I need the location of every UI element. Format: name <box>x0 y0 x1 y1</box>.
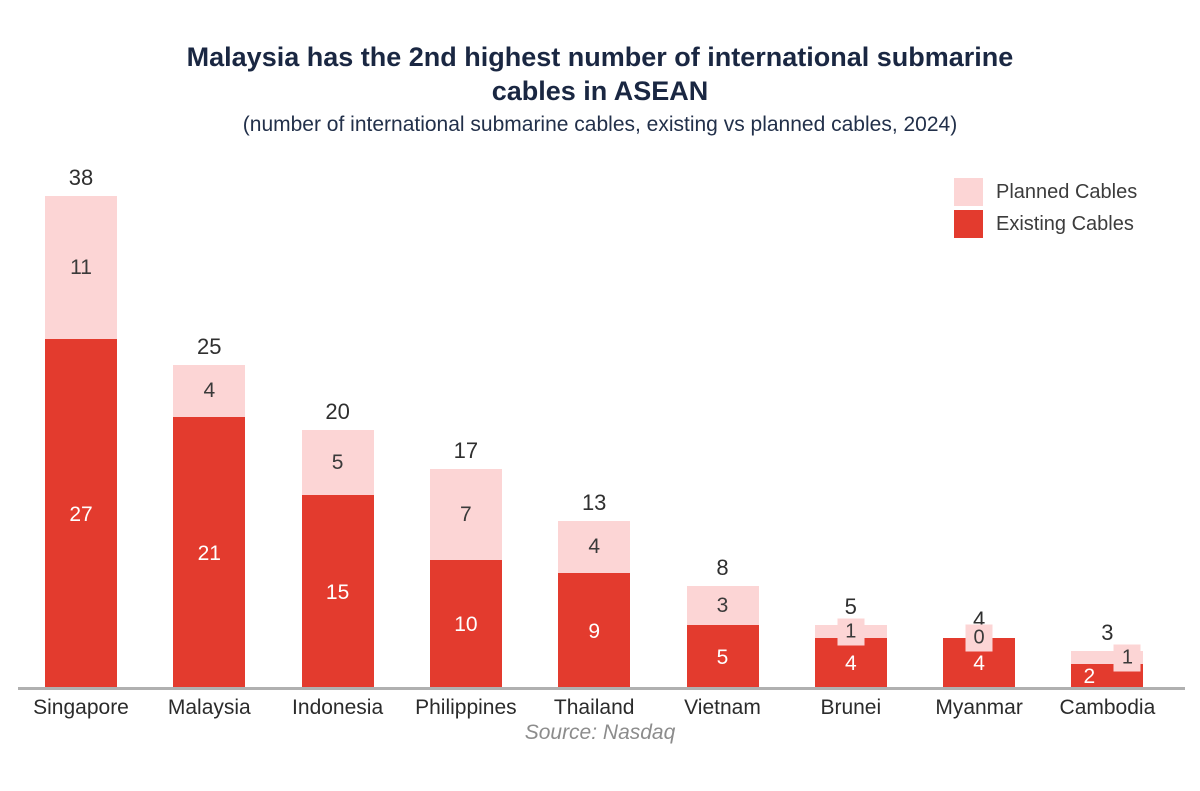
label-thailand-planned: 4 <box>588 535 601 558</box>
bar-thailand-planned <box>558 521 631 573</box>
label-cambodia-total: 3 <box>1101 620 1114 645</box>
x-label-singapore: Singapore <box>33 696 129 719</box>
label-singapore-total: 38 <box>68 165 94 190</box>
label-brunei-planned: 1 <box>837 618 865 645</box>
bar-vietnam-planned <box>686 586 759 625</box>
bar-singapore-existing <box>45 339 117 690</box>
x-axis-line <box>18 687 1185 690</box>
label-indonesia-existing: 15 <box>325 580 350 604</box>
label-malaysia-existing: 21 <box>197 541 221 565</box>
source-note: Source: Nasdaq <box>524 721 676 744</box>
label-indonesia-planned: 5 <box>331 450 344 474</box>
label-thailand-total: 13 <box>581 490 607 515</box>
chart-title: Malaysia has the 2nd highest number of i… <box>186 42 1014 106</box>
x-label-philippines: Philippines <box>415 696 517 719</box>
label-brunei-total: 5 <box>844 594 857 619</box>
bar-malaysia-planned <box>173 365 246 417</box>
label-myanmar-existing: 4 <box>973 652 985 675</box>
chart-subtitle: (number of international submarine cable… <box>242 113 958 136</box>
legend: Planned Cables Existing Cables <box>954 178 1137 242</box>
label-brunei-existing: 4 <box>844 652 857 675</box>
label-vietnam-existing: 5 <box>716 645 729 669</box>
legend-swatch-planned-cables <box>954 178 983 206</box>
bar-philippines-existing <box>429 560 502 690</box>
label-indonesia-total: 20 <box>325 399 350 424</box>
label-philippines-existing: 10 <box>454 613 478 636</box>
label-vietnam-planned: 3 <box>716 593 729 617</box>
label-singapore-planned: 11 <box>70 255 92 279</box>
label-myanmar-planned: 0 <box>965 624 993 652</box>
x-label-vietnam: Vietnam <box>684 696 761 719</box>
bar-brunei-existing <box>814 638 887 690</box>
x-label-myanmar: Myanmar <box>935 696 1023 719</box>
label-malaysia-planned: 4 <box>203 379 216 402</box>
bar-thailand-existing <box>558 573 631 690</box>
x-label-indonesia: Indonesia <box>292 696 384 719</box>
legend-item-planned-cables: Planned Cables <box>954 178 1137 206</box>
bar-vietnam-existing <box>686 625 759 690</box>
label-malaysia-total: 25 <box>197 334 222 359</box>
title-wrap: Malaysia has the 2nd highest number of i… <box>0 40 1200 108</box>
label-vietnam-total: 8 <box>716 555 729 580</box>
legend-item-existing-cables: Existing Cables <box>954 210 1137 238</box>
x-label-thailand: Thailand <box>553 696 635 719</box>
label-cambodia-planned: 1 <box>1113 644 1141 671</box>
bar-indonesia-planned <box>301 430 374 495</box>
legend-label-planned-cables: Planned Cables <box>996 180 1138 203</box>
legend-label-existing-cables: Existing Cables <box>996 212 1134 235</box>
label-thailand-existing: 9 <box>588 619 601 643</box>
x-label-cambodia: Cambodia <box>1059 696 1156 719</box>
label-philippines-total: 17 <box>453 438 479 463</box>
bar-indonesia-existing <box>301 495 374 690</box>
legend-swatch-existing-cables <box>954 210 983 238</box>
label-cambodia-existing: 2 <box>1083 665 1096 688</box>
x-label-malaysia: Malaysia <box>167 696 251 719</box>
label-philippines-planned: 7 <box>460 502 472 526</box>
x-label-brunei: Brunei <box>820 696 882 719</box>
bar-philippines-planned <box>429 469 502 560</box>
label-singapore-existing: 27 <box>69 502 93 526</box>
bar-singapore-planned <box>45 196 117 339</box>
bar-malaysia-existing <box>173 417 246 690</box>
